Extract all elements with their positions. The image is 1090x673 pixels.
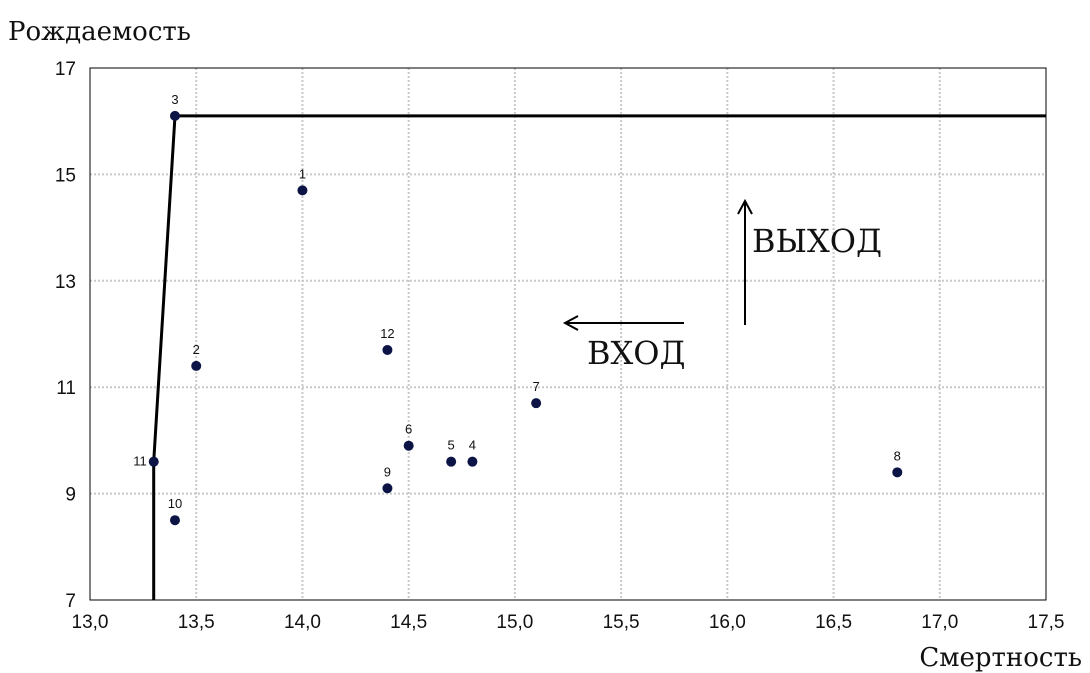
x-tick-label: 13,5 [178, 612, 215, 633]
x-tick-label: 14,0 [284, 612, 321, 633]
data-point-label: 6 [405, 422, 412, 437]
plot-area-frame [89, 67, 1047, 601]
data-point-label: 4 [469, 438, 476, 453]
data-point-10 [169, 515, 180, 526]
entry-label: ВХОД [587, 334, 686, 372]
x-tick-label: 14,5 [390, 612, 427, 633]
y-tick-label: 11 [56, 378, 76, 399]
entry-arrow [562, 315, 684, 331]
data-point-8 [892, 467, 903, 478]
data-point-9 [382, 483, 393, 494]
data-point-label: 7 [533, 379, 540, 394]
exit-arrow [737, 198, 753, 325]
data-point-12 [382, 344, 393, 355]
x-tick-label: 13,0 [72, 612, 109, 633]
x-tick-label: 17,5 [1028, 612, 1065, 633]
y-tick-label: 9 [65, 485, 76, 506]
y-tick-label: 17 [55, 59, 76, 80]
data-point-5 [446, 456, 457, 467]
x-tick-label: 16,0 [709, 612, 746, 633]
data-point-11 [148, 456, 159, 467]
y-axis-label: Рождаемость [8, 17, 191, 47]
data-point-label: 3 [171, 92, 178, 107]
x-tick-label: 15,5 [603, 612, 640, 633]
data-point-label: 5 [448, 438, 455, 453]
grid-lines [90, 68, 1046, 600]
data-point-label: 11 [133, 454, 147, 469]
axis-ticks: 13,0 13,5 14,0 14,5 15,0 15,5 16,0 16,5 17,0 17,5… [55, 59, 1065, 633]
y-tick-label: 15 [55, 165, 76, 186]
data-point-label: 10 [168, 496, 182, 511]
data-point-label: 1 [299, 166, 306, 181]
exit-label: ВЫХОД [752, 222, 882, 260]
data-point-3 [169, 110, 180, 121]
data-point-6 [403, 440, 414, 451]
data-point-label: 8 [894, 448, 901, 463]
data-point-2 [191, 360, 202, 371]
data-point-7 [531, 398, 542, 409]
data-point-4 [467, 456, 478, 467]
frontier-line [152, 114, 1046, 600]
x-tick-label: 15,0 [496, 612, 533, 633]
frontier-polyline [152, 114, 1046, 600]
annotations: ВХОД ВЫХОД [562, 198, 882, 372]
data-point-label: 2 [193, 342, 200, 357]
y-tick-label: 7 [65, 591, 76, 612]
data-point-1 [297, 185, 308, 196]
data-point-label: 9 [384, 464, 391, 479]
x-tick-label: 16,5 [815, 612, 852, 633]
x-axis-label: Смертность [919, 643, 1082, 673]
y-tick-label: 13 [55, 272, 76, 293]
data-point-label: 12 [380, 326, 394, 341]
x-tick-label: 17,0 [921, 612, 958, 633]
